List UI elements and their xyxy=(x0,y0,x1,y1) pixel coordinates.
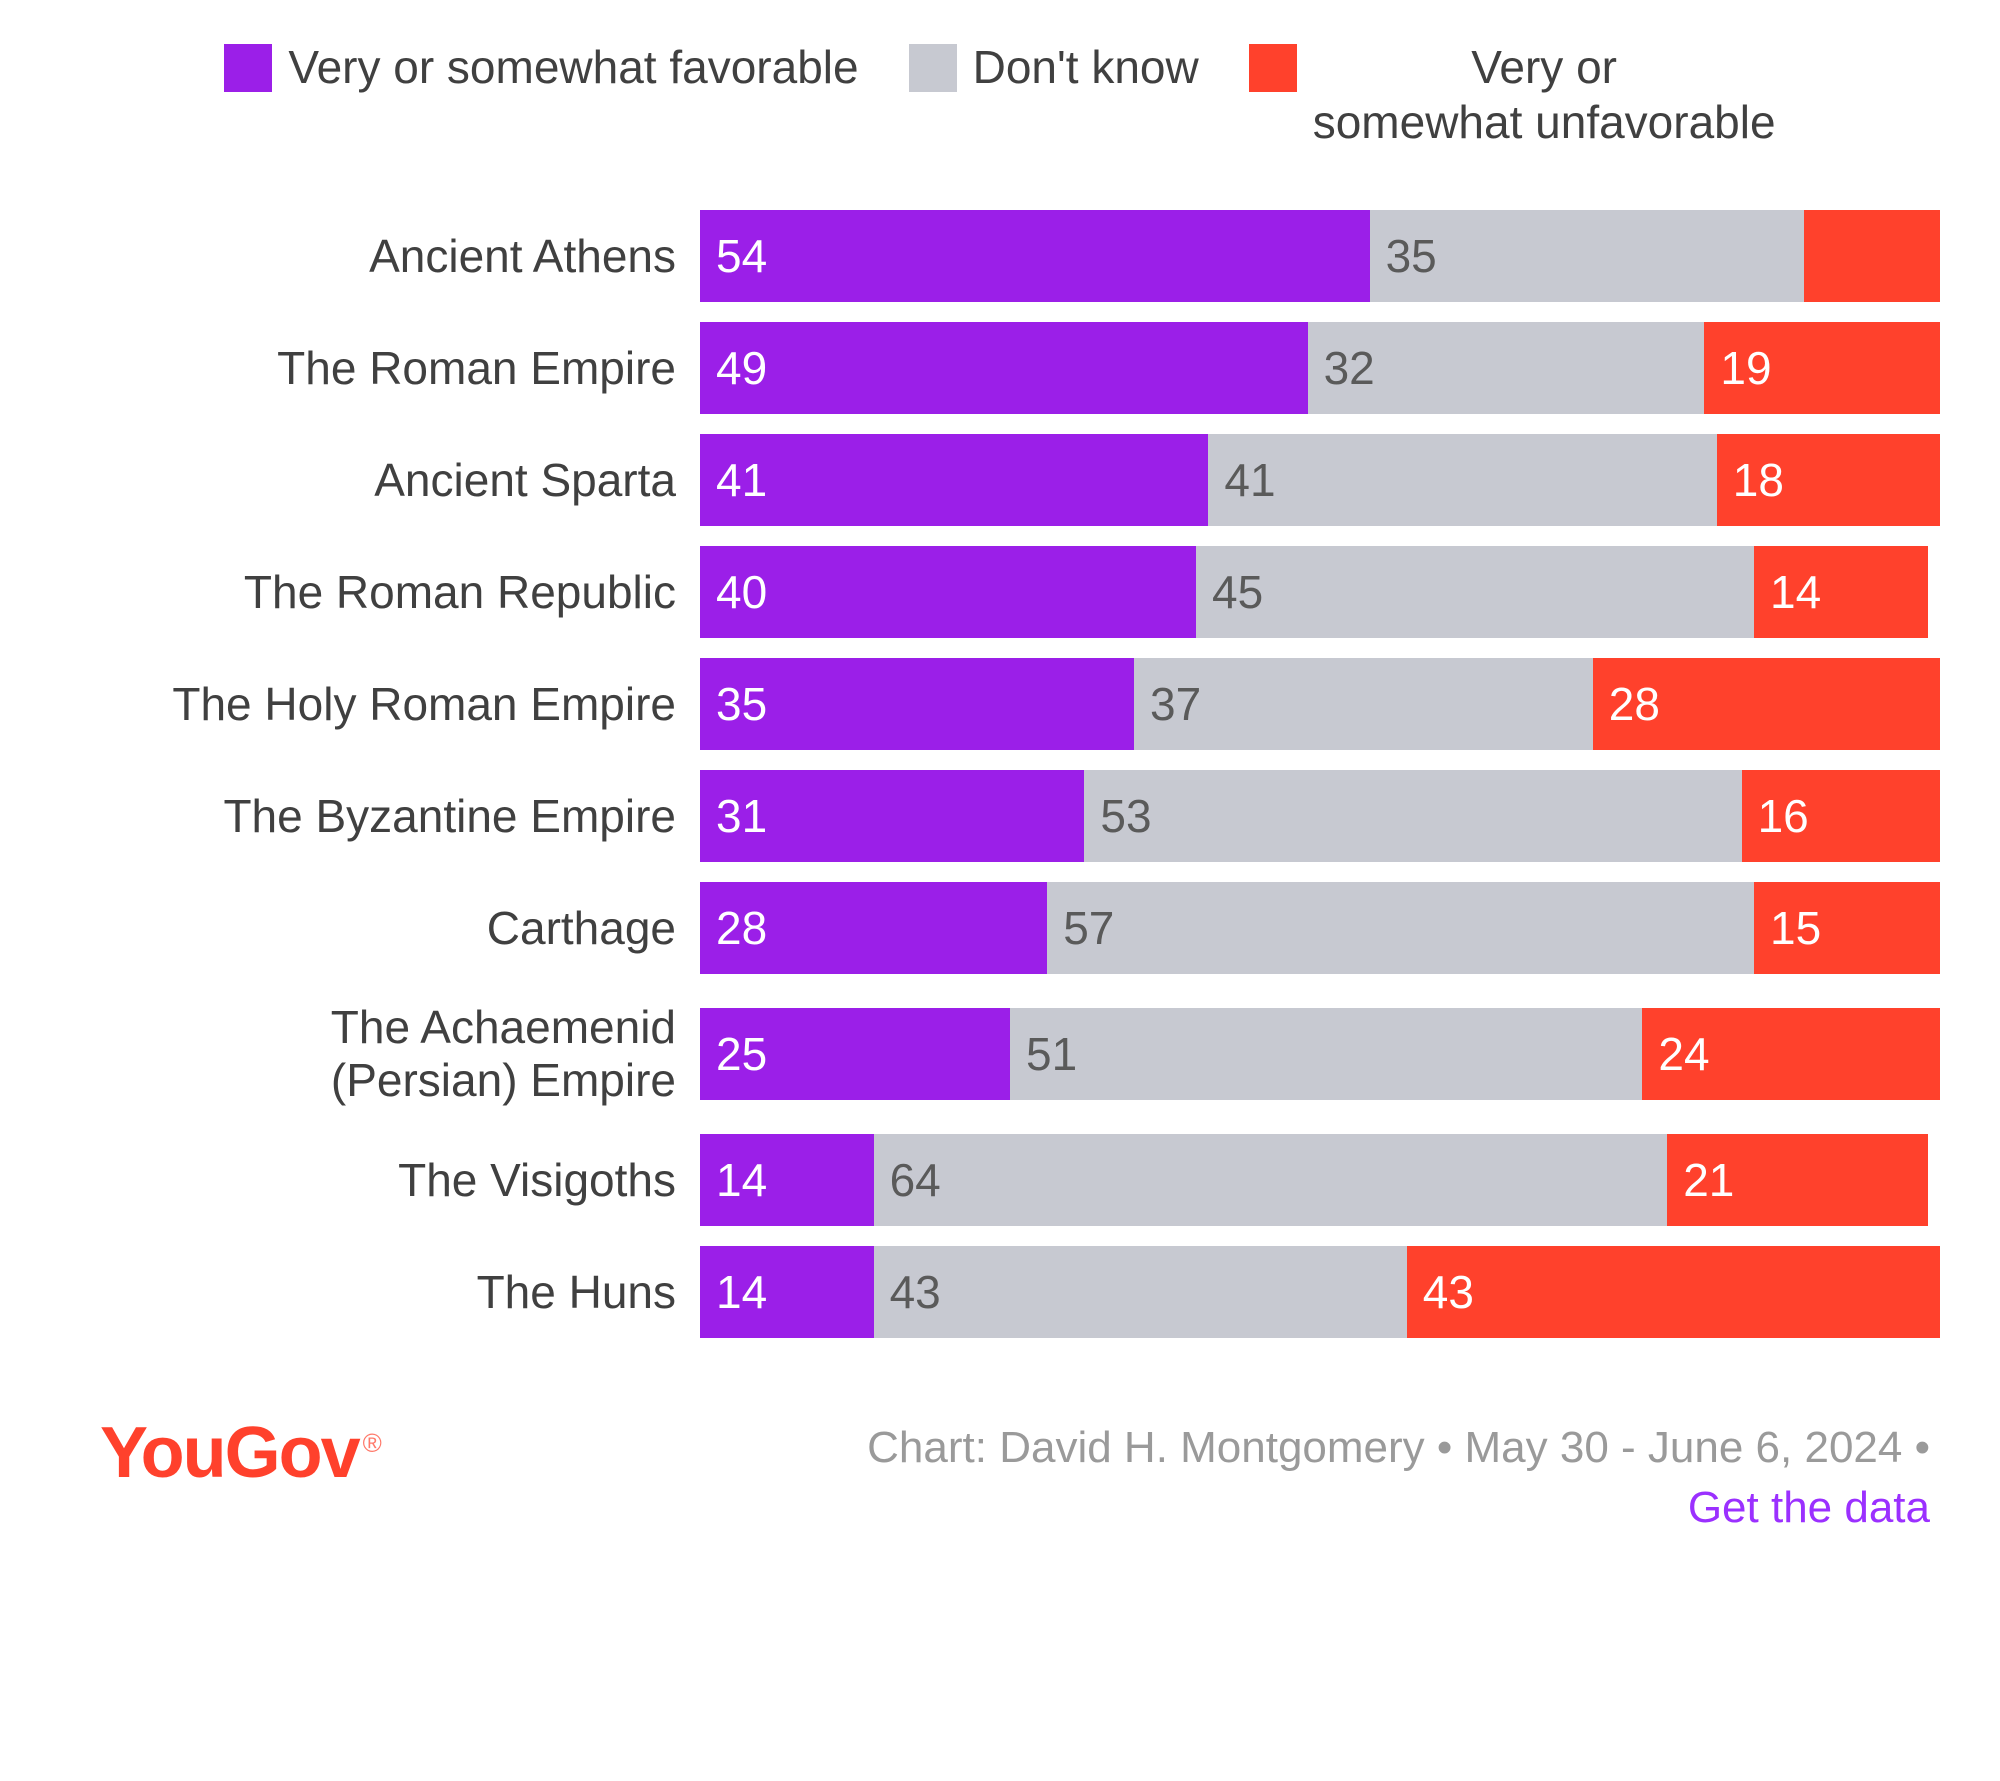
legend-label: Very or somewhat favorable xyxy=(288,40,858,95)
row-label: Ancient Athens xyxy=(60,230,700,283)
bar-segment-favorable: 41 xyxy=(700,434,1208,526)
bar-segment-favorable: 28 xyxy=(700,882,1047,974)
row-label: The Visigoths xyxy=(60,1154,700,1207)
stacked-bar: 255124 xyxy=(700,1008,1940,1100)
bar-segment-dontknow: 37 xyxy=(1134,658,1593,750)
legend-label: Don't know xyxy=(973,40,1199,95)
bar-segment-favorable: 25 xyxy=(700,1008,1010,1100)
bar-segment-favorable: 40 xyxy=(700,546,1196,638)
bar-segment-favorable: 14 xyxy=(700,1134,874,1226)
bar-segment-unfavorable: 14 xyxy=(1754,546,1928,638)
chart-credit: Chart: David H. Montgomery • May 30 - Ju… xyxy=(420,1418,1930,1537)
bar-segment-favorable: 49 xyxy=(700,322,1308,414)
bar-segment-dontknow: 64 xyxy=(874,1134,1668,1226)
bar-segment-unfavorable: 28 xyxy=(1593,658,1940,750)
legend-item: Very orsomewhat unfavorable xyxy=(1249,40,1776,150)
stacked-bar: 146421 xyxy=(700,1134,1940,1226)
stacked-bar-chart: Ancient Athens5435The Roman Empire493219… xyxy=(60,210,1940,1338)
bar-segment-favorable: 54 xyxy=(700,210,1370,302)
yougov-logo: YouGov® xyxy=(100,1412,380,1494)
chart-row: The Holy Roman Empire353728 xyxy=(60,658,1940,750)
row-label: The Byzantine Empire xyxy=(60,790,700,843)
stacked-bar: 144343 xyxy=(700,1246,1940,1338)
bar-segment-unfavorable: 18 xyxy=(1717,434,1940,526)
bar-segment-dontknow: 35 xyxy=(1370,210,1804,302)
get-data-link[interactable]: Get the data xyxy=(1688,1483,1930,1532)
chart-row: Ancient Athens5435 xyxy=(60,210,1940,302)
bar-segment-favorable: 14 xyxy=(700,1246,874,1338)
row-label: The Achaemenid(Persian) Empire xyxy=(60,1001,700,1107)
stacked-bar: 353728 xyxy=(700,658,1940,750)
bar-segment-dontknow: 32 xyxy=(1308,322,1705,414)
stacked-bar: 414118 xyxy=(700,434,1940,526)
bar-segment-unfavorable: 21 xyxy=(1667,1134,1927,1226)
chart-footer: YouGov® Chart: David H. Montgomery • May… xyxy=(60,1418,1940,1537)
legend-item: Don't know xyxy=(909,40,1199,150)
legend-swatch xyxy=(1249,44,1297,92)
bar-segment-dontknow: 43 xyxy=(874,1246,1407,1338)
bar-segment-favorable: 31 xyxy=(700,770,1084,862)
stacked-bar: 285715 xyxy=(700,882,1940,974)
row-label: The Roman Republic xyxy=(60,566,700,619)
row-label: The Holy Roman Empire xyxy=(60,678,700,731)
stacked-bar: 5435 xyxy=(700,210,1940,302)
legend-item: Very or somewhat favorable xyxy=(224,40,858,150)
stacked-bar: 315316 xyxy=(700,770,1940,862)
bar-segment-dontknow: 41 xyxy=(1208,434,1716,526)
chart-row: The Achaemenid(Persian) Empire255124 xyxy=(60,994,1940,1114)
legend-label: Very orsomewhat unfavorable xyxy=(1313,40,1776,150)
row-label: The Roman Empire xyxy=(60,342,700,395)
bar-segment-dontknow: 57 xyxy=(1047,882,1754,974)
chart-row: Carthage285715 xyxy=(60,882,1940,974)
chart-row: The Roman Republic404514 xyxy=(60,546,1940,638)
row-label: Ancient Sparta xyxy=(60,454,700,507)
bar-segment-favorable: 35 xyxy=(700,658,1134,750)
legend: Very or somewhat favorable Don't know Very… xyxy=(150,40,1850,150)
chart-row: The Byzantine Empire315316 xyxy=(60,770,1940,862)
chart-row: The Roman Empire493219 xyxy=(60,322,1940,414)
bar-segment-dontknow: 51 xyxy=(1010,1008,1642,1100)
bar-segment-dontknow: 53 xyxy=(1084,770,1741,862)
row-label: The Huns xyxy=(60,1266,700,1319)
chart-row: Ancient Sparta414118 xyxy=(60,434,1940,526)
legend-swatch xyxy=(224,44,272,92)
bar-segment-unfavorable: 19 xyxy=(1704,322,1940,414)
bar-segment-unfavorable: 15 xyxy=(1754,882,1940,974)
row-label: Carthage xyxy=(60,902,700,955)
bar-segment-unfavorable xyxy=(1804,210,1940,302)
stacked-bar: 493219 xyxy=(700,322,1940,414)
bar-segment-unfavorable: 24 xyxy=(1642,1008,1940,1100)
bar-segment-unfavorable: 43 xyxy=(1407,1246,1940,1338)
bar-segment-unfavorable: 16 xyxy=(1742,770,1940,862)
bar-segment-dontknow: 45 xyxy=(1196,546,1754,638)
chart-row: The Huns144343 xyxy=(60,1246,1940,1338)
legend-swatch xyxy=(909,44,957,92)
chart-row: The Visigoths146421 xyxy=(60,1134,1940,1226)
stacked-bar: 404514 xyxy=(700,546,1940,638)
